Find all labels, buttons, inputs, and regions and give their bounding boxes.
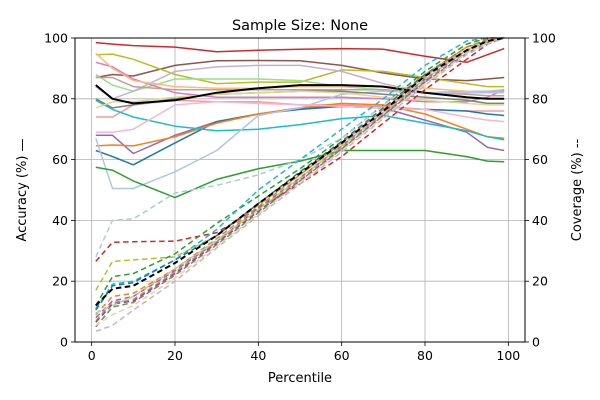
x-tick-label: 80: [417, 348, 433, 363]
x-axis-label: Percentile: [268, 371, 332, 386]
x-tick-label: 0: [88, 348, 96, 363]
x-tick-label: 40: [250, 348, 266, 363]
accuracy-series-line-11: [95, 105, 505, 166]
y-left-tick-label: 80: [52, 91, 68, 106]
coverage-series-line-9: [95, 37, 505, 322]
x-tick-label: 100: [496, 348, 520, 363]
y-left-tick-label: 60: [52, 152, 68, 167]
chart-title: Sample Size: None: [232, 18, 368, 34]
accuracy-series-line-5: [95, 61, 505, 103]
coverage-series-line-12: [95, 37, 505, 333]
x-tick-label: 20: [167, 348, 183, 363]
coverage-series-line-5: [95, 37, 505, 310]
coverage-series-line-15: [95, 37, 505, 307]
y-axis-right-label: Coverage (%) --: [570, 138, 585, 241]
accuracy-series-line-16: [95, 90, 505, 109]
coverage-series-line-14: [95, 37, 505, 314]
accuracy-series-line-7: [95, 52, 505, 94]
y-right-tick-label: 80: [532, 91, 548, 106]
accuracy-series-line-1: [95, 41, 505, 64]
series-layer: [95, 37, 505, 333]
coverage-series-line-2: [95, 37, 505, 291]
accuracy-series-line-8: [95, 76, 505, 97]
plot-frame: [74, 37, 526, 343]
accuracy-series-line-18: [95, 101, 505, 133]
y-right-tick-label: 0: [532, 335, 540, 350]
y-left-tick-label: 40: [52, 213, 68, 228]
y-left-tick-label: 20: [52, 274, 68, 289]
y-axis-left-label: Accuracy (%) —: [15, 138, 30, 241]
accuracy-series-line-13: [95, 99, 505, 141]
ticks: 0 20 40 60 80 100 0 20 40 60 80 100 0 20 40 60 80 100: [44, 31, 556, 364]
y-right-tick-label: 100: [532, 31, 556, 46]
y-right-tick-label: 60: [532, 152, 548, 167]
coverage-series-line-13: [95, 37, 505, 326]
y-right-tick-label: 40: [532, 213, 548, 228]
accuracy-series-line-2: [95, 59, 505, 82]
accuracy-series-line-14: [95, 90, 505, 190]
coverage-series-line-3: [95, 37, 505, 306]
accuracy-series-line-17: [95, 149, 505, 199]
accuracy-series-line-19: [95, 84, 505, 105]
accuracy-series-line-3: [95, 53, 505, 88]
coverage-series-line-7: [95, 37, 505, 316]
x-tick-label: 60: [334, 348, 350, 363]
y-right-tick-label: 20: [532, 274, 548, 289]
y-left-tick-label: 0: [60, 335, 68, 350]
y-left-tick-label: 100: [44, 31, 68, 46]
